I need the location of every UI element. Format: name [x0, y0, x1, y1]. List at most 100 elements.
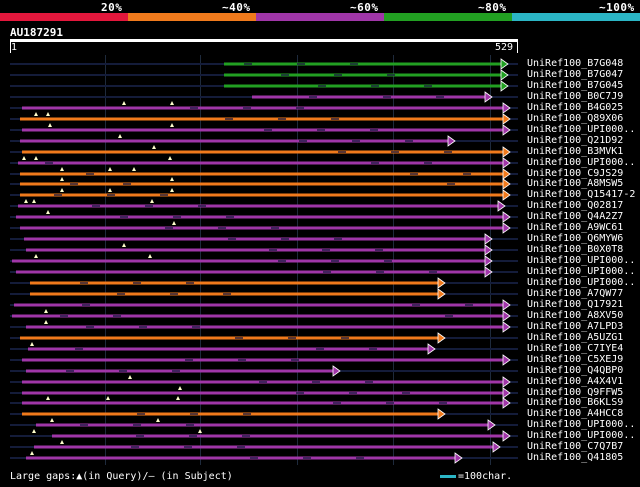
hit-arrow-icon	[492, 441, 501, 453]
footer-gap-legend: Large gaps:▲(in Query)/– (in Subject)	[10, 471, 233, 482]
hit-label[interactable]: UniRef100_B7G045	[527, 80, 624, 91]
query-gap-marker-icon	[30, 451, 34, 455]
query-id: AU187291	[10, 26, 63, 39]
query-gap-marker-icon	[168, 156, 172, 160]
query-gap-marker-icon	[152, 145, 156, 149]
hit-label[interactable]: UniRef100_UPI000..	[527, 124, 636, 135]
hit-arrow-icon	[502, 113, 511, 125]
hit-label[interactable]: UniRef100_Q15417-2	[527, 189, 636, 200]
legend-bar-2	[256, 13, 384, 21]
hit-arrow-icon	[500, 58, 509, 70]
hit-arrow-icon	[332, 365, 341, 377]
query-gap-marker-icon	[44, 309, 48, 313]
hit-arrow-icon	[484, 233, 493, 245]
query-gap-marker-icon	[24, 199, 28, 203]
hit-label[interactable]: UniRef100_Q9FFW5	[527, 387, 624, 398]
hit-label[interactable]: UniRef100_A8XV50	[527, 310, 624, 321]
hit-label[interactable]: UniRef100_A7QW77	[527, 288, 624, 299]
hit-arrow-icon	[502, 146, 511, 158]
hit-arrow-icon	[454, 452, 463, 464]
query-gap-marker-icon	[48, 123, 52, 127]
hit-label[interactable]: UniRef100_UPI000..	[527, 277, 636, 288]
hit-label[interactable]: UniRef100_Q21D92	[527, 135, 624, 146]
hit-label[interactable]: UniRef100_Q41805	[527, 452, 624, 463]
hit-label[interactable]: UniRef100_C7IYE4	[527, 343, 624, 354]
hit-arrow-icon	[502, 222, 511, 234]
ruler-line	[10, 39, 518, 42]
hit-label[interactable]: UniRef100_UPI000..	[527, 266, 636, 277]
hit-label[interactable]: UniRef100_UPI000..	[527, 157, 636, 168]
query-gap-marker-icon	[44, 320, 48, 324]
hit-label[interactable]: UniRef100_UPI000..	[527, 430, 636, 441]
hit-label[interactable]: UniRef100_B0C7J9	[527, 91, 624, 102]
hit-label[interactable]: UniRef100_C5XEJ9	[527, 354, 624, 365]
query-gap-marker-icon	[170, 123, 174, 127]
hit-label[interactable]: UniRef100_Q17921	[527, 299, 624, 310]
hit-arrow-icon	[484, 266, 493, 278]
hit-label[interactable]: UniRef100_UPI000..	[527, 419, 636, 430]
hit-arrow-icon	[502, 387, 511, 399]
hit-arrow-icon	[497, 200, 506, 212]
hit-label[interactable]: UniRef100_A4X4V1	[527, 376, 624, 387]
hit-label[interactable]: UniRef100_B7G048	[527, 58, 624, 69]
query-gap-marker-icon	[108, 167, 112, 171]
hit-label[interactable]: UniRef100_C7Q7B7	[527, 441, 624, 452]
query-gap-marker-icon	[32, 199, 36, 203]
hit-arrow-icon	[502, 211, 511, 223]
hit-arrow-icon	[484, 244, 493, 256]
query-gap-marker-icon	[34, 112, 38, 116]
hit-arrow-icon	[437, 332, 446, 344]
ruler-start-label: 1	[11, 42, 18, 53]
hit-label[interactable]: UniRef100_A7LPD3	[527, 321, 624, 332]
hit-label[interactable]: UniRef100_A4HCC8	[527, 408, 624, 419]
scale-label: =100char.	[458, 471, 513, 482]
query-ruler: 1 529	[10, 39, 518, 55]
hit-arrow-icon	[447, 135, 456, 147]
hit-arrow-icon	[502, 178, 511, 190]
hit-arrow-icon	[427, 343, 436, 355]
scale-legend: =100char.	[440, 471, 512, 482]
hit-arrow-icon	[502, 124, 511, 136]
hit-label[interactable]: UniRef100_Q89X06	[527, 113, 624, 124]
query-gap-marker-icon	[176, 396, 180, 400]
hit-label[interactable]: UniRef100_B4G025	[527, 102, 624, 113]
ruler-end-label: 529	[495, 42, 514, 53]
legend-bar-4	[512, 13, 640, 21]
query-gap-marker-icon	[122, 101, 126, 105]
query-gap-marker-icon	[46, 112, 50, 116]
hit-label[interactable]: UniRef100_C9JS29	[527, 168, 624, 179]
query-gap-marker-icon	[60, 177, 64, 181]
hit-label[interactable]: UniRef100_A5UZG1	[527, 332, 624, 343]
hit-label[interactable]: UniRef100_Q02817	[527, 200, 624, 211]
hit-arrow-icon	[502, 157, 511, 169]
hit-label[interactable]: UniRef100_B6KLS9	[527, 397, 624, 408]
query-gap-marker-icon	[178, 386, 182, 390]
query-gap-marker-icon	[46, 210, 50, 214]
legend-label-1: ~40%	[222, 1, 251, 14]
query-gap-marker-icon	[198, 429, 202, 433]
hit-label[interactable]: UniRef100_Q6MYW6	[527, 233, 624, 244]
query-gap-marker-icon	[150, 199, 154, 203]
hit-label[interactable]: UniRef100_B7G047	[527, 69, 624, 80]
hit-arrow-icon	[502, 397, 511, 409]
hit-label[interactable]: UniRef100_Q4A2Z7	[527, 211, 624, 222]
hit-arrow-icon	[502, 430, 511, 442]
scale-bar	[440, 474, 456, 478]
query-gap-marker-icon	[170, 101, 174, 105]
hit-label[interactable]: UniRef100_A8MSW5	[527, 178, 624, 189]
hit-label[interactable]: UniRef100_B3MVK1	[527, 146, 624, 157]
query-gap-marker-icon	[60, 440, 64, 444]
query-gap-marker-icon	[108, 188, 112, 192]
query-gap-marker-icon	[172, 221, 176, 225]
hit-label[interactable]: UniRef100_A9WC61	[527, 222, 624, 233]
hit-arrow-icon	[437, 288, 446, 300]
hit-label[interactable]: UniRef100_Q4QBP0	[527, 365, 624, 376]
identity-legend: 20% ~40% ~60% ~80% ~100%	[0, 0, 640, 22]
query-gap-marker-icon	[156, 418, 160, 422]
hit-label[interactable]: UniRef100_B0X0T8	[527, 244, 624, 255]
hit-arrow-icon	[502, 310, 511, 322]
hit-label[interactable]: UniRef100_UPI000..	[527, 255, 636, 266]
hit-arrow-icon	[502, 321, 511, 333]
legend-label-3: ~80%	[478, 1, 507, 14]
